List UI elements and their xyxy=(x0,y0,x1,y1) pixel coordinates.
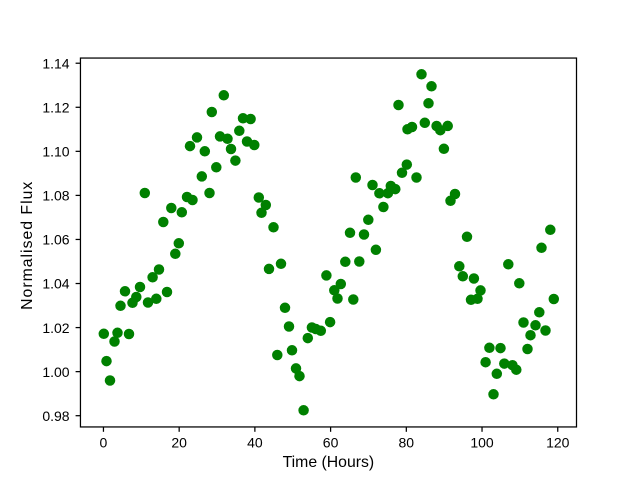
svg-text:1.06: 1.06 xyxy=(42,232,69,248)
svg-text:1.12: 1.12 xyxy=(42,99,69,115)
svg-text:Time (Hours): Time (Hours) xyxy=(283,454,375,471)
svg-text:1.00: 1.00 xyxy=(42,364,69,380)
svg-text:120: 120 xyxy=(546,435,570,451)
svg-text:40: 40 xyxy=(247,435,263,451)
svg-text:80: 80 xyxy=(399,435,415,451)
svg-text:Normalised Flux: Normalised Flux xyxy=(19,181,36,310)
svg-text:100: 100 xyxy=(470,435,494,451)
svg-text:1.10: 1.10 xyxy=(42,144,69,160)
svg-text:60: 60 xyxy=(323,435,339,451)
svg-text:0.98: 0.98 xyxy=(42,408,69,424)
svg-text:1.04: 1.04 xyxy=(42,276,69,292)
svg-text:1.14: 1.14 xyxy=(42,55,69,71)
svg-text:0: 0 xyxy=(100,435,108,451)
svg-text:1.08: 1.08 xyxy=(42,188,69,204)
svg-text:1.02: 1.02 xyxy=(42,320,69,336)
svg-text:20: 20 xyxy=(171,435,187,451)
